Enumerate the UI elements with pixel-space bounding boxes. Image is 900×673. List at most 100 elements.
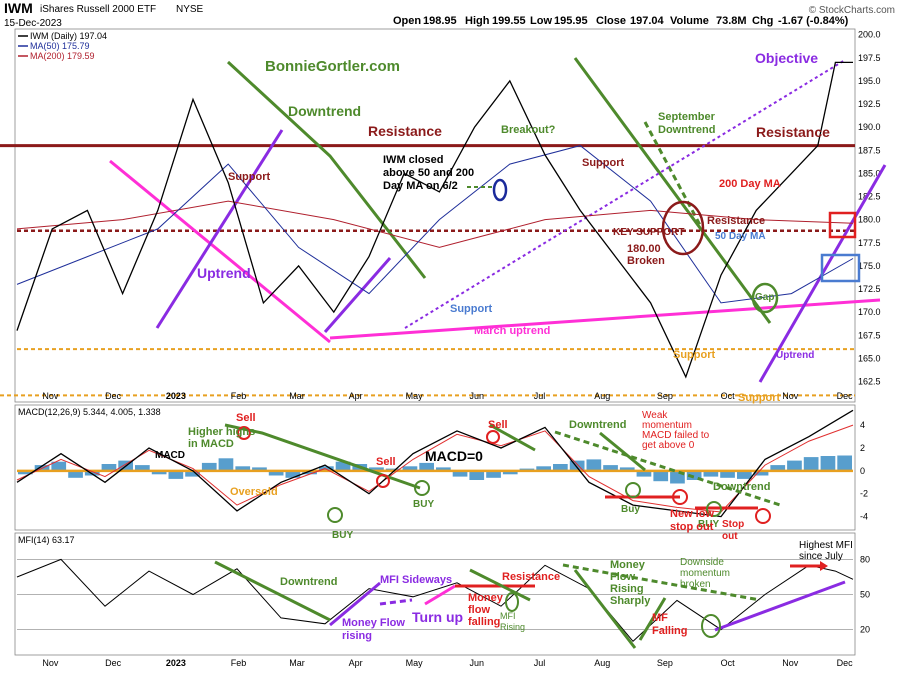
close-label: Close [596, 15, 626, 27]
stop-label-1: Stop [722, 519, 744, 530]
ohlc-bar: Open 198.95 High 199.55 Low 195.95 Close… [393, 15, 849, 27]
mfi-rising-label-2: Rising [500, 622, 525, 632]
mf-falling-label-1: Money [468, 592, 504, 604]
price-y-tick: 187.5 [858, 145, 881, 155]
key-support-circle [661, 200, 705, 256]
support-label-oct: Support [673, 349, 715, 361]
mfi-x-tick: 2023 [166, 658, 186, 668]
weak-label-2: momentum [642, 420, 692, 431]
uptrend-small-label: Uptrend [776, 350, 814, 361]
mfi-trendlines [214, 560, 846, 649]
mfi-rising-circle [505, 592, 519, 612]
mfi-x-tick: Dec [105, 658, 122, 668]
macd-histogram-bar [837, 455, 852, 471]
header-name: iShares Russell 2000 ETF [40, 4, 156, 15]
macd-histogram-bar [369, 467, 384, 471]
highest-label-2: since July [799, 551, 843, 562]
downtrend-label: Downtrend [288, 103, 361, 119]
resistance-small-label: Resistance [707, 215, 765, 227]
turn-up-label: Turn up [412, 609, 463, 625]
macd-histogram-bar [68, 470, 83, 478]
price-x-axis: Nov Dec 2023 Feb Mar Apr May Jun Jul Aug Sep Oct Nov… [42, 391, 853, 401]
macd-histogram-bar [803, 457, 819, 471]
uptrend-label: Uptrend [197, 265, 251, 281]
new-low-2: stop out [670, 521, 714, 533]
mfi-sideways-line [379, 598, 413, 606]
mf-sharp-label-2: Flow [610, 571, 635, 583]
mfi-x-axis: Nov Dec 2023 Feb Mar Apr May Jun Jul Aug Sep Oct Nov… [42, 658, 853, 668]
price-x-tick: Sep [657, 391, 673, 401]
price-y-tick: 172.5 [858, 284, 881, 294]
downtrend-line-feb [226, 60, 427, 279]
mfi-downtrend-line [214, 560, 331, 622]
price-y-tick: 182.5 [858, 192, 881, 202]
macd-histogram-bar [319, 466, 334, 471]
stop-circle-2 [755, 508, 771, 524]
breakout-label: Breakout? [501, 124, 556, 136]
legend-ma50: MA(50) 175.79 [30, 41, 90, 51]
mfi-annotations: Downtrend MFI Sideways Money Flow rising… [280, 540, 853, 642]
iwm-closed-3: Day MA on 6/2 [383, 180, 458, 192]
chg-label: Chg [752, 15, 773, 27]
macd-title: MACD(12,26,9) 5.344, 4.005, 1.338 [18, 407, 161, 417]
macd-trendlines [224, 423, 781, 510]
macd-downtrend-line-1 [224, 423, 421, 490]
price-y-tick: 162.5 [858, 377, 881, 387]
mf-fall-label-1: MF [652, 612, 668, 624]
low-label: Low [530, 15, 552, 27]
mfi-x-tick: May [406, 658, 424, 668]
mf-sharp-label-4: Sharply [610, 595, 651, 607]
price-y-tick: 165.0 [858, 353, 881, 363]
macd-histogram-bar [452, 470, 468, 477]
macd-histogram-bar [285, 470, 301, 478]
macd-histogram-bar [636, 470, 652, 477]
macd-histogram-bar [569, 460, 585, 471]
mfi-grid [17, 559, 853, 630]
stop-label-2: out [722, 531, 738, 542]
downside-label-2: momentum [680, 568, 730, 579]
macd-histogram-bar [201, 462, 217, 471]
buy-label-1: BUY [332, 530, 353, 541]
macd-histogram-bar [151, 470, 167, 475]
iwm-closed-circle [492, 178, 508, 202]
mfi-money-flow-line [329, 581, 381, 627]
price-x-tick: Dec [837, 391, 854, 401]
mfi-x-tick: Aug [594, 658, 610, 668]
mfi-x-tick: Mar [289, 658, 305, 668]
header-ticker: IWM [4, 0, 33, 16]
price-y-tick: 170.0 [858, 307, 881, 317]
high-label: High [465, 15, 490, 27]
resistance-box [828, 211, 857, 239]
macd-panel-frame [14, 404, 856, 531]
macd-y-tick: 4 [860, 420, 865, 430]
mfi-y-tick: 20 [860, 625, 870, 635]
macd-histogram-bar [185, 470, 200, 477]
macd-histogram-bar [168, 470, 184, 479]
macd-y-tick: -2 [860, 489, 868, 499]
price-y-tick: 192.5 [858, 99, 881, 109]
downside-label-1: Downside [680, 557, 724, 568]
price-annotations: BonnieGortler.com Downtrend Uptrend Resi… [197, 50, 830, 404]
macd-sell-1: Sell [236, 412, 256, 424]
macd-downtrend-2: Downtrend [713, 481, 770, 493]
september-label-1: September [658, 111, 716, 123]
price-y-axis: 200.0 197.5 195.0 192.5 190.0 187.5 185.0 182.5… [858, 30, 881, 387]
iwm-closed-2: above 50 and 200 [383, 167, 474, 179]
price-y-tick: 197.5 [858, 53, 881, 63]
mfi-falling-line [469, 568, 531, 602]
macd-y-tick: 0 [860, 466, 865, 476]
mfi-low-circle [701, 614, 721, 638]
volume-label: Volume [670, 15, 709, 27]
low-value: 195.95 [554, 15, 588, 27]
macd-y-axis: 4 2 0 -2 -4 [860, 420, 868, 521]
weak-label-3: MACD failed to [642, 430, 710, 441]
volume-value: 73.8M [716, 15, 747, 27]
buy-circle-4 [706, 501, 722, 517]
macd-histogram-bar [536, 466, 551, 471]
macd-histogram-bar [252, 467, 267, 471]
macd-downtrend-line-2 [489, 423, 536, 452]
price-x-tick: Mar [289, 391, 305, 401]
site-label: BonnieGortler.com [265, 58, 400, 75]
macd-histogram-bar [737, 470, 752, 479]
